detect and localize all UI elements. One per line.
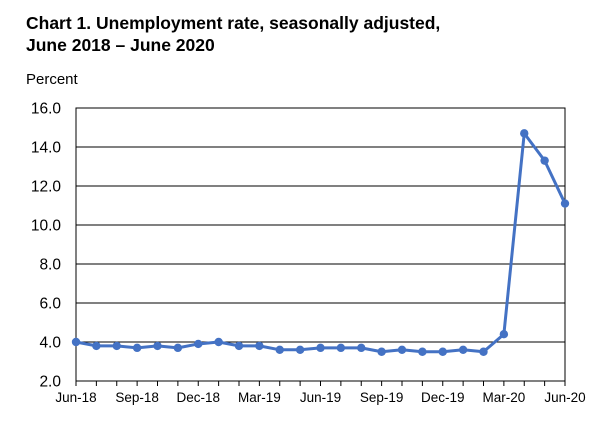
x-tick-label: Jun-19 [300,390,341,405]
data-point [173,343,183,353]
data-point [255,341,264,351]
x-tick-label: Mar-20 [482,390,525,405]
data-point [194,339,203,349]
y-tick-label: 2.0 [39,374,61,391]
x-tick-label: Dec-19 [421,390,465,405]
x-tick-label: Sep-18 [115,390,159,405]
data-point [397,345,407,354]
x-tick-label: Jun-20 [544,390,585,405]
data-point [275,345,284,354]
data-point [458,345,468,354]
data-point [214,337,223,347]
data-point [153,341,162,351]
data-point [316,343,325,353]
data-point [560,199,570,208]
y-tick-label: 4.0 [39,335,61,352]
data-point [499,330,509,339]
x-tick-label: Mar-19 [238,390,281,405]
plot-frame [75,107,566,382]
data-point [336,343,346,353]
data-point [112,341,121,351]
x-tick-label: Jun-18 [55,390,96,405]
y-tick-label: 6.0 [39,296,61,313]
y-tick-label: 10.0 [31,218,62,235]
data-point [295,345,305,354]
x-tick-label: Sep-19 [360,390,404,405]
data-point [540,156,549,165]
x-tick-label: Dec-18 [176,390,220,405]
chart-title-line2: June 2018 – June 2020 [26,35,215,55]
y-tick-label: 14.0 [31,140,62,157]
data-point [479,347,488,356]
data-point [92,341,101,351]
y-tick-label: 12.0 [31,179,62,196]
data-point [520,129,529,138]
chart-title-line1: Chart 1. Unemployment rate, seasonally a… [26,13,441,33]
data-point [132,343,142,353]
data-point [357,343,366,353]
data-point [438,347,447,356]
data-point [71,337,81,347]
series-line [75,131,567,354]
data-point [234,341,244,351]
data-point [418,347,427,356]
y-tick-label: 16.0 [31,101,62,118]
y-axis-label: Percent [26,71,78,88]
data-point [377,347,386,356]
y-tick-label: 8.0 [39,257,61,274]
chart-title: Chart 1. Unemployment rate, seasonally a… [26,12,440,56]
